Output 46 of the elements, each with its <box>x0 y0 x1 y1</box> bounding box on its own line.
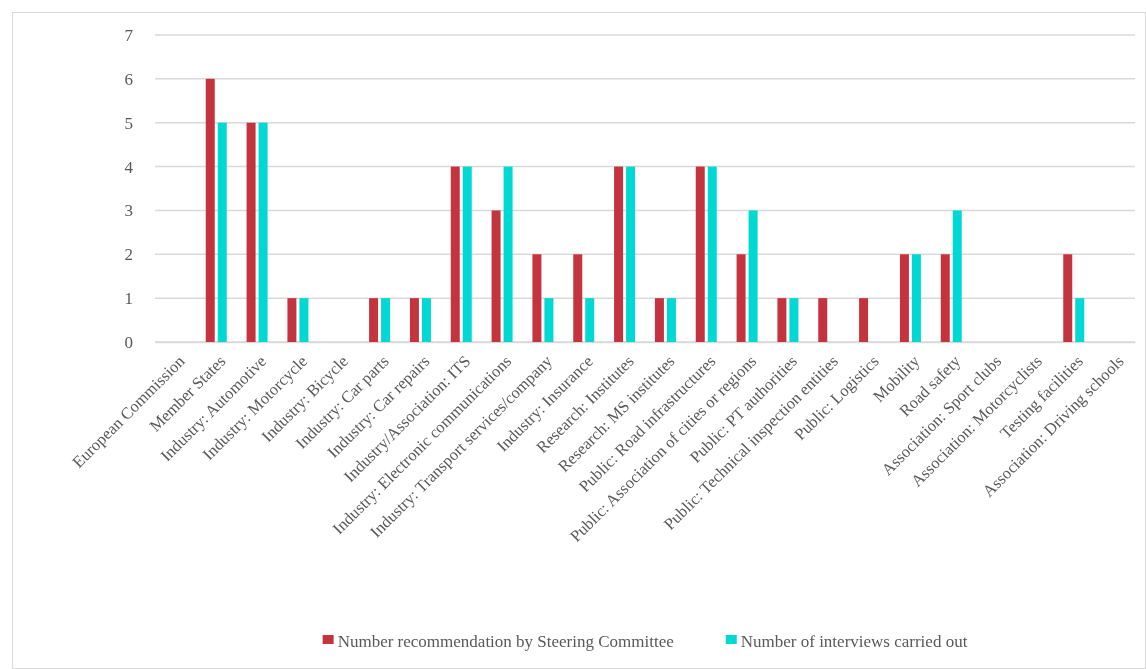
bar <box>1063 254 1073 342</box>
bar <box>666 298 676 342</box>
bar <box>789 298 799 342</box>
bar <box>450 166 460 342</box>
bar <box>246 122 256 342</box>
legend-label: Number recommendation by Steering Committee <box>337 631 674 651</box>
y-tick-label: 0 <box>124 332 133 352</box>
bar <box>585 298 595 342</box>
bar <box>491 210 501 342</box>
bar <box>369 298 379 342</box>
bar <box>707 166 717 342</box>
bar <box>626 166 636 342</box>
y-tick-label: 3 <box>124 201 133 221</box>
bar <box>654 298 664 342</box>
bar <box>952 210 962 342</box>
y-tick-label: 2 <box>124 245 133 265</box>
bar <box>818 298 828 342</box>
bar <box>258 122 268 342</box>
y-tick-label: 5 <box>124 113 133 133</box>
bar <box>1075 298 1085 342</box>
bar <box>462 166 472 342</box>
y-tick-label: 6 <box>124 69 133 89</box>
y-tick-label: 4 <box>124 157 134 177</box>
bar <box>736 254 746 342</box>
bar <box>421 298 431 342</box>
bar <box>299 298 309 342</box>
bar <box>940 254 950 342</box>
bar <box>573 254 583 342</box>
bar <box>748 210 758 342</box>
bar <box>859 298 869 342</box>
bar <box>614 166 624 342</box>
bar <box>287 298 297 342</box>
bar <box>205 78 215 342</box>
bar <box>503 166 513 342</box>
bar <box>911 254 921 342</box>
bar <box>695 166 705 342</box>
bar <box>777 298 787 342</box>
bar <box>532 254 542 342</box>
y-tick-label: 1 <box>124 289 133 309</box>
bar <box>899 254 909 342</box>
bar <box>544 298 554 342</box>
bar <box>409 298 419 342</box>
bar <box>217 122 227 342</box>
y-tick-label: 7 <box>124 25 134 45</box>
bar <box>381 298 391 342</box>
legend-label: Number of interviews carried out <box>740 631 968 651</box>
